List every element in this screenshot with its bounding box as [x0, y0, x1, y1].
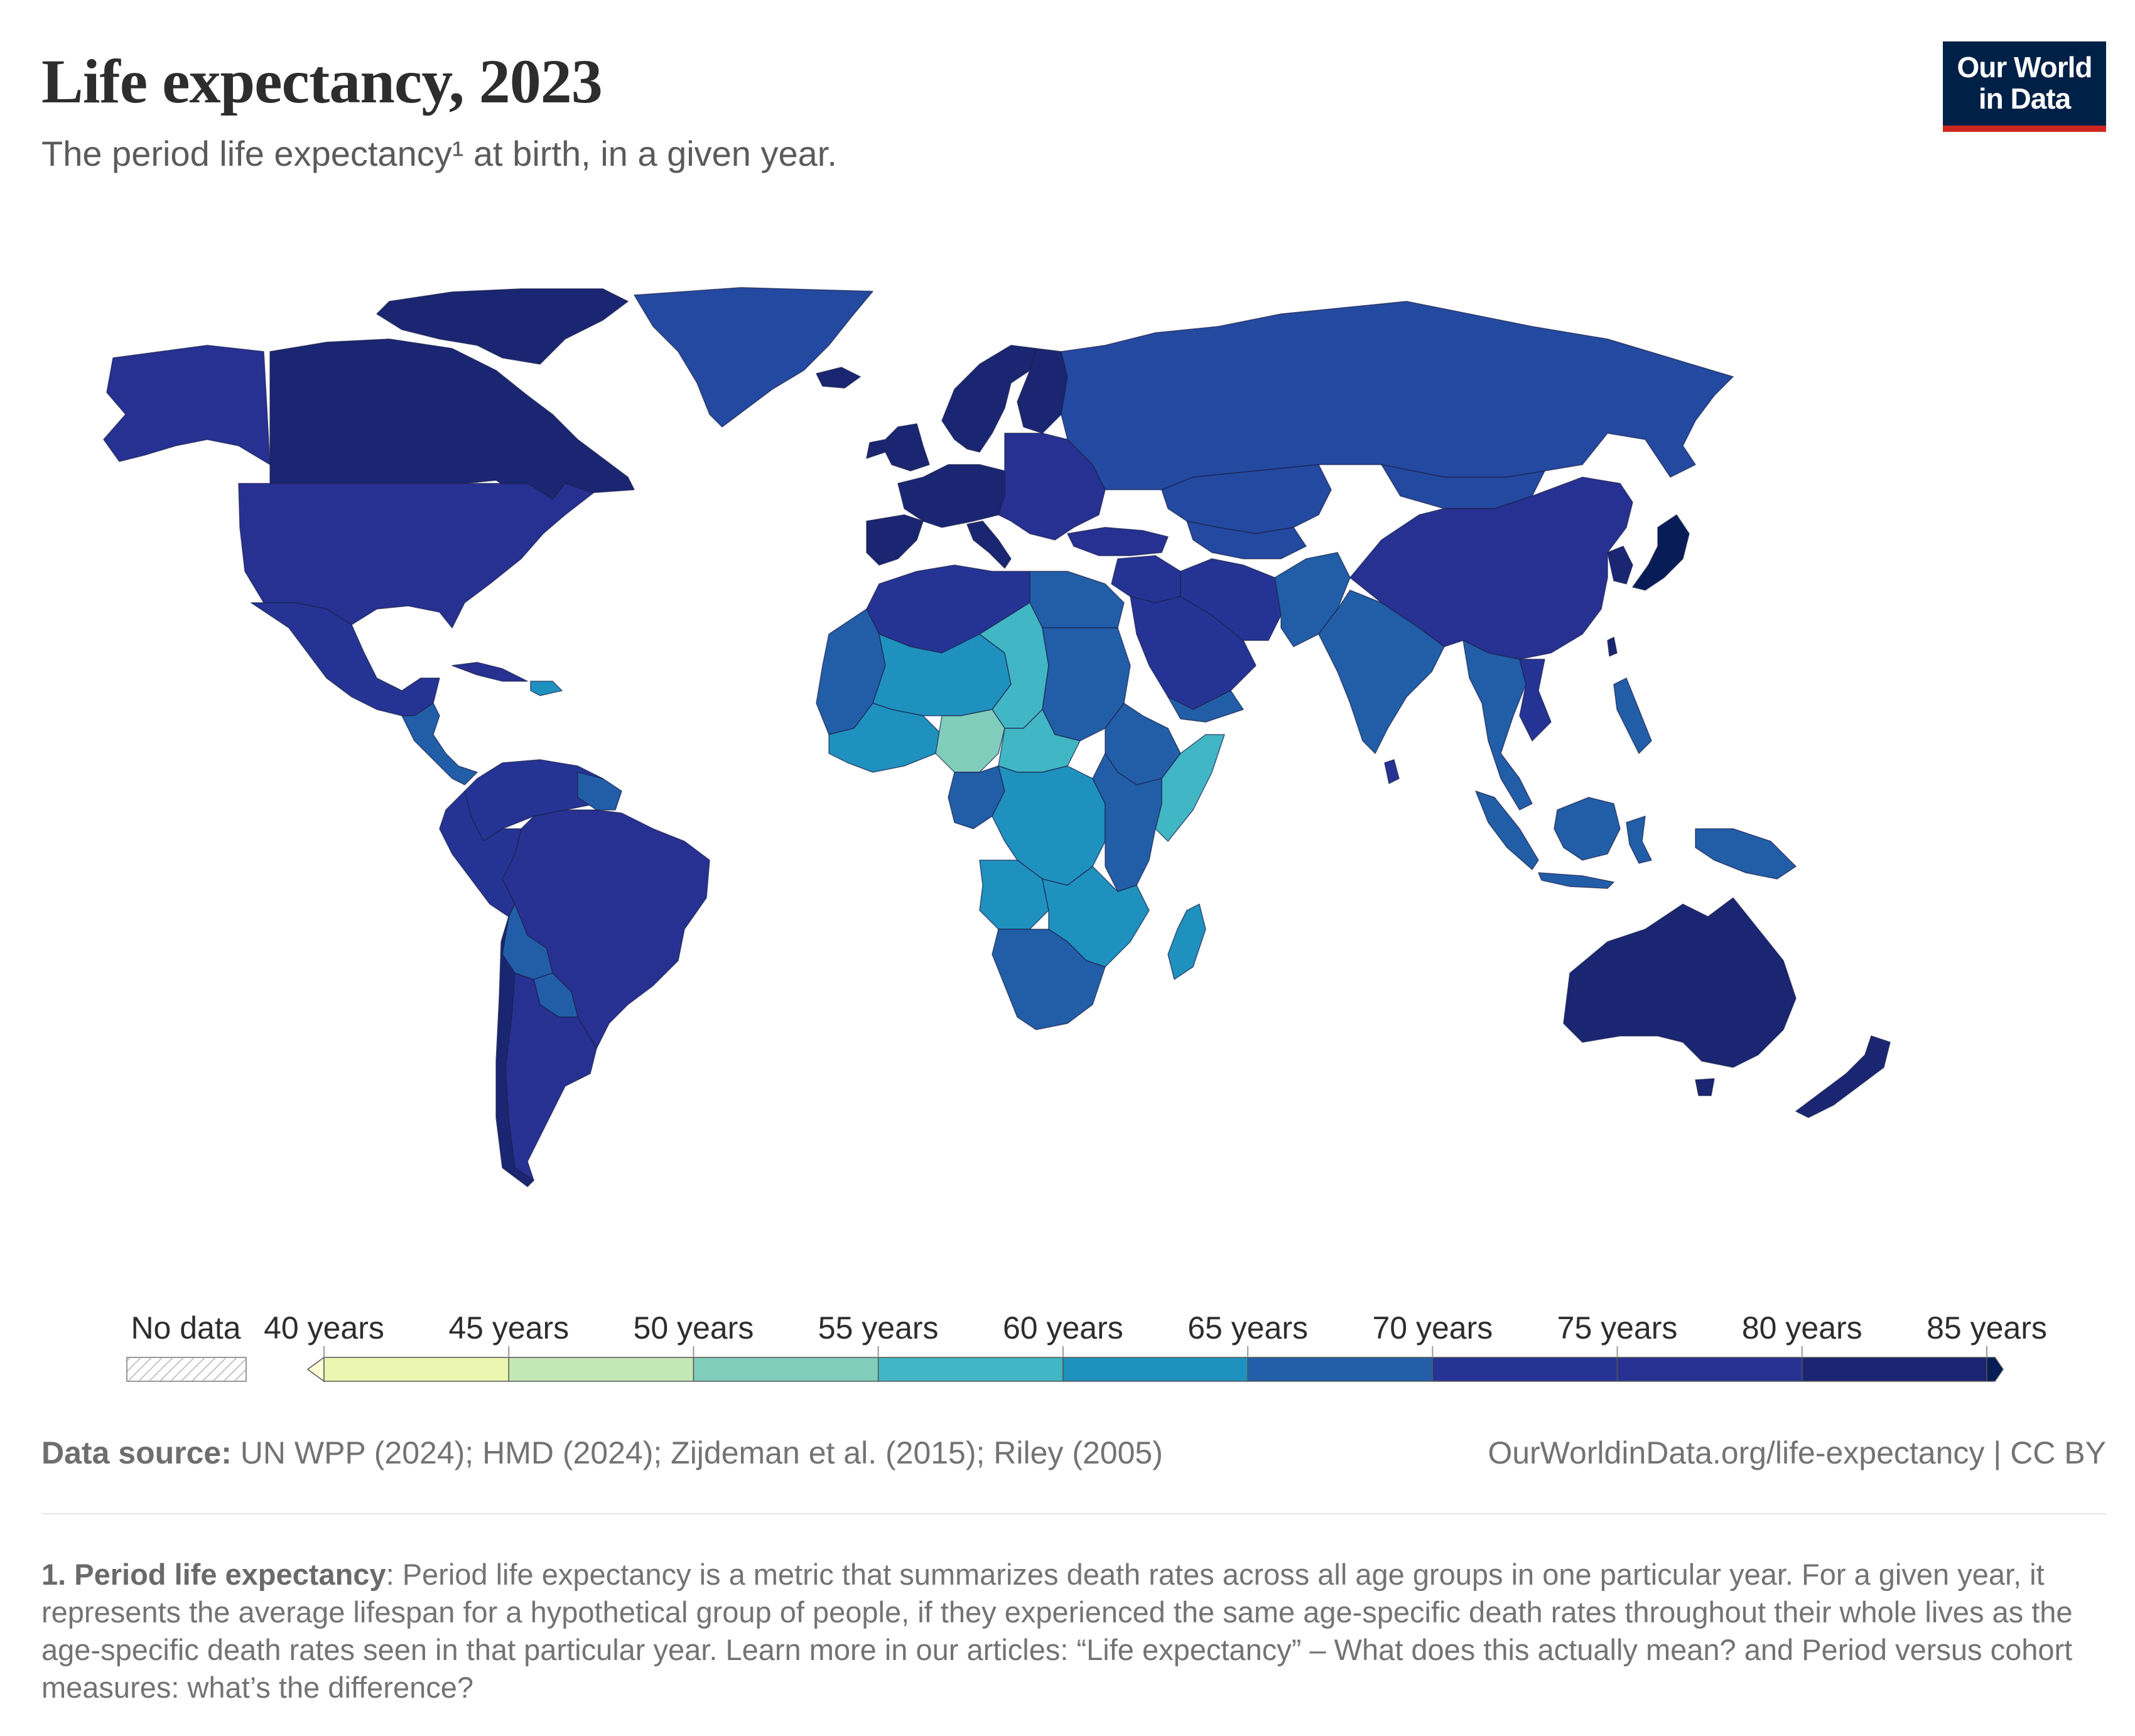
chart-title: Life expectancy, 2023 [41, 46, 603, 116]
source-url-license[interactable]: OurWorldinData.org/life-expectancy | CC … [1488, 1435, 2106, 1470]
region-hispaniola[interactable] [530, 681, 563, 696]
data-source-label: Data source: [41, 1435, 232, 1470]
legend-bin-1[interactable] [323, 1357, 509, 1382]
footnote-text: : Period life expectancy is a metric tha… [41, 1558, 2073, 1704]
owid-logo[interactable]: Our World in Data [1943, 41, 2106, 132]
legend-tick-label: 70 years [1372, 1310, 1493, 1345]
data-source-text: UN WPP (2024); HMD (2024); Zijdeman et a… [231, 1435, 1163, 1470]
region-sumatra[interactable] [1475, 790, 1539, 870]
region-italy[interactable] [966, 520, 1012, 569]
region-new-zealand[interactable] [1795, 1035, 1891, 1118]
region-korea[interactable] [1607, 546, 1633, 585]
legend-bin-first[interactable] [306, 1356, 325, 1383]
region-tasmania[interactable] [1695, 1078, 1715, 1096]
region-scandinavia[interactable] [941, 345, 1037, 453]
region-iceland[interactable] [816, 367, 861, 389]
region-argentina[interactable] [505, 973, 597, 1181]
footnote: 1. Period life expectancy: Period life e… [41, 1556, 2082, 1706]
region-sulawesi[interactable] [1626, 816, 1652, 864]
map-legend: No data 40 years 45 years 50 years 55 years… [126, 1310, 2047, 1383]
legend-tick-label: 50 years [634, 1310, 754, 1345]
region-central-america[interactable] [401, 703, 478, 785]
region-turkey[interactable] [1067, 527, 1169, 556]
region-middle-east[interactable] [1111, 555, 1181, 603]
region-new-guinea[interactable] [1695, 828, 1797, 880]
region-australia[interactable] [1563, 897, 1797, 1068]
legend-bin-8[interactable] [1616, 1357, 1803, 1382]
legend-bin-7[interactable] [1432, 1357, 1618, 1382]
legend-bin-last[interactable] [1986, 1357, 2004, 1382]
region-philippines[interactable] [1613, 677, 1652, 754]
legend-no-data-label: No data [131, 1310, 241, 1345]
legend-no-data-swatch [126, 1357, 247, 1382]
region-canada-arctic-islands[interactable] [376, 288, 629, 365]
legend-bin-4[interactable] [877, 1357, 1064, 1382]
legend-bin-9[interactable] [1802, 1357, 1987, 1382]
region-russia[interactable] [1061, 301, 1734, 490]
region-egypt[interactable] [1029, 571, 1125, 628]
footnote-term: 1. Period life expectancy [41, 1558, 386, 1591]
chart-subtitle: The period life expectancy¹ at birth, in… [41, 134, 837, 173]
region-kazakhstan[interactable] [1161, 464, 1332, 534]
region-india[interactable] [1318, 590, 1445, 754]
legend-bin-6[interactable] [1247, 1357, 1434, 1382]
region-madagascar[interactable] [1167, 903, 1206, 980]
region-sri-lanka[interactable] [1384, 759, 1400, 784]
legend-tick-label: 75 years [1557, 1310, 1678, 1345]
region-borneo[interactable] [1554, 797, 1621, 861]
legend-bin-5[interactable] [1062, 1357, 1248, 1382]
region-arabia[interactable] [1130, 596, 1257, 710]
legend-no-data[interactable]: No data [126, 1310, 247, 1382]
region-vietnam[interactable] [1519, 659, 1552, 741]
legend-tick-label: 65 years [1187, 1310, 1308, 1345]
legend-tick-label: 40 years [264, 1310, 384, 1345]
world-map[interactable] [0, 276, 2135, 1193]
legend-bin-3[interactable] [693, 1357, 879, 1382]
region-east-africa[interactable] [1092, 753, 1162, 892]
legend-tick-label: 85 years [1927, 1310, 2047, 1345]
region-southern-africa[interactable] [992, 929, 1106, 1030]
region-java[interactable] [1538, 872, 1614, 889]
region-alaska[interactable] [103, 345, 271, 465]
legend-bin-2[interactable] [508, 1357, 695, 1382]
footer-divider [41, 1513, 2106, 1514]
logo-line-1: Our World [1957, 51, 2092, 84]
legend-color-bins[interactable]: 40 years 45 years 50 years 55 years 60 years… [264, 1310, 2047, 1383]
region-cuba[interactable] [451, 662, 528, 682]
legend-tick-label: 55 years [818, 1310, 939, 1345]
region-nigeria[interactable] [935, 709, 1005, 773]
data-source: Data source: UN WPP (2024); HMD (2024); … [41, 1435, 1163, 1471]
region-taiwan[interactable] [1607, 637, 1618, 657]
legend-tick-label: 80 years [1742, 1310, 1862, 1345]
legend-tick-label: 45 years [448, 1310, 569, 1345]
region-china[interactable] [1349, 477, 1633, 660]
region-iberia[interactable] [866, 514, 924, 566]
region-iran[interactable] [1180, 558, 1282, 641]
region-canada[interactable] [269, 338, 635, 500]
logo-line-2: in Data [1978, 82, 2071, 115]
logo-accent-bar [1943, 126, 2106, 132]
legend-tick-label: 60 years [1003, 1310, 1123, 1345]
region-guianas[interactable] [577, 772, 622, 811]
region-japan[interactable] [1632, 514, 1690, 591]
region-yemen[interactable] [1167, 690, 1244, 723]
region-central-asia[interactable] [1186, 520, 1307, 559]
region-greenland[interactable] [634, 287, 873, 428]
region-uk-ireland[interactable] [866, 423, 930, 472]
